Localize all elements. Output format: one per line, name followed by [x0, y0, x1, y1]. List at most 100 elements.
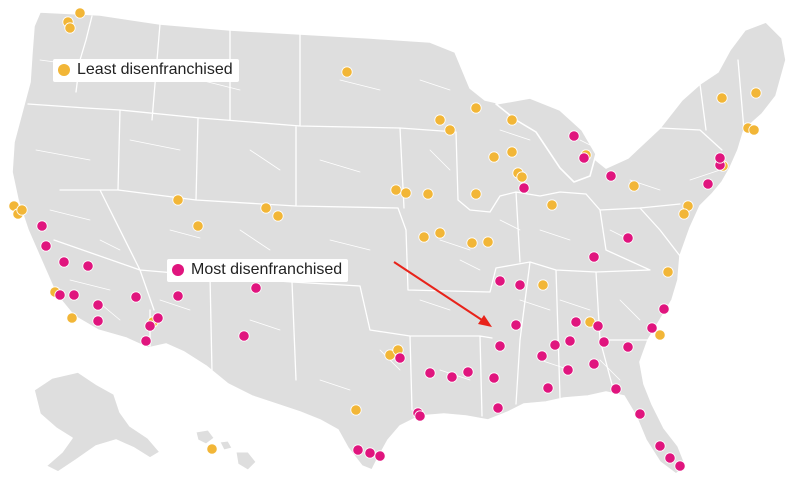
least-disenfranchised-dot — [470, 188, 482, 200]
most-disenfranchised-dot — [549, 339, 561, 351]
most-disenfranchised-dot — [514, 279, 526, 291]
least-disenfranchised-dot — [400, 187, 412, 199]
most-disenfranchised-dot — [588, 251, 600, 263]
most-disenfranchised-dot — [238, 330, 250, 342]
most-disenfranchised-dot — [250, 282, 262, 294]
least-disenfranchised-dot — [260, 202, 272, 214]
most-disenfranchised-dot — [172, 290, 184, 302]
most-disenfranchised-dot — [54, 289, 66, 301]
most-disenfranchised-dot — [634, 408, 646, 420]
least-disenfranchised-dot — [488, 151, 500, 163]
most-disenfranchised-dot — [68, 289, 80, 301]
least-disenfranchised-dot — [506, 146, 518, 158]
most-disenfranchised-dot — [92, 315, 104, 327]
least-disenfranchised-dot — [466, 237, 478, 249]
most-disenfranchised-dot — [82, 260, 94, 272]
annotation-arrow-head — [478, 315, 492, 327]
least-disenfranchised-dot — [350, 404, 362, 416]
most-disenfranchised-dot — [536, 350, 548, 362]
most-disenfranchised-dot — [130, 291, 142, 303]
least-disenfranchised-dot — [662, 266, 674, 278]
annotation-arrow — [393, 261, 489, 325]
most-disenfranchised-dot — [622, 341, 634, 353]
legend-least: Least disenfranchised — [53, 59, 239, 82]
least-disenfranchised-dot — [516, 171, 528, 183]
least-disenfranchised-dot — [172, 194, 184, 206]
least-disenfranchised-dot — [678, 208, 690, 220]
alaska-shape — [33, 371, 161, 473]
most-disenfranchised-dot — [92, 299, 104, 311]
least-disenfranchised-dot — [470, 102, 482, 114]
least-disenfranchised-dot — [192, 220, 204, 232]
great-lakes-peninsula-shape — [495, 97, 597, 183]
most-disenfranchised-dot — [364, 447, 376, 459]
most-disenfranchised-dot — [646, 322, 658, 334]
most-disenfranchised-dot — [598, 336, 610, 348]
most-disenfranchised-dot — [446, 371, 458, 383]
most-disenfranchised-dot — [570, 316, 582, 328]
least-disenfranchised-dot — [422, 188, 434, 200]
most-disenfranchised-dot — [542, 382, 554, 394]
legend-most-label: Most disenfranchised — [191, 261, 343, 278]
least-disenfranchised-dot — [444, 124, 456, 136]
most-disenfranchised-dot — [564, 335, 576, 347]
least-disenfranchised-dot — [628, 180, 640, 192]
most-disenfranchised-dot — [588, 358, 600, 370]
least-disenfranchised-dot — [654, 329, 666, 341]
least-disenfranchised-dot — [716, 92, 728, 104]
legend-least-swatch — [58, 64, 70, 76]
annotation-layer — [393, 261, 492, 327]
most-disenfranchised-dot — [622, 232, 634, 244]
least-disenfranchised-dot — [64, 22, 76, 34]
least-disenfranchised-dot — [390, 184, 402, 196]
most-disenfranchised-dot — [518, 182, 530, 194]
legend-most-swatch — [172, 264, 184, 276]
most-disenfranchised-dot — [605, 170, 617, 182]
least-disenfranchised-dot — [418, 231, 430, 243]
most-disenfranchised-dot — [568, 130, 580, 142]
most-disenfranchised-dot — [394, 352, 406, 364]
most-disenfranchised-dot — [702, 178, 714, 190]
most-disenfranchised-dot — [494, 275, 506, 287]
least-disenfranchised-dot — [74, 7, 86, 19]
most-disenfranchised-dot — [462, 366, 474, 378]
most-disenfranchised-dot — [494, 340, 506, 352]
most-disenfranchised-dot — [424, 367, 436, 379]
most-disenfranchised-dot — [144, 320, 156, 332]
most-disenfranchised-dot — [578, 152, 590, 164]
least-disenfranchised-dot — [206, 443, 218, 455]
most-disenfranchised-dot — [664, 452, 676, 464]
least-disenfranchised-dot — [482, 236, 494, 248]
least-disenfranchised-dot — [506, 114, 518, 126]
most-disenfranchised-dot — [140, 335, 152, 347]
least-disenfranchised-dot — [434, 114, 446, 126]
most-disenfranchised-dot — [592, 320, 604, 332]
least-disenfranchised-dot — [384, 349, 396, 361]
least-disenfranchised-dot — [434, 227, 446, 239]
least-disenfranchised-dot — [748, 124, 760, 136]
least-disenfranchised-dot — [537, 279, 549, 291]
most-disenfranchised-dot — [152, 312, 164, 324]
hawaii-shape — [195, 429, 257, 471]
most-disenfranchised-dot — [40, 240, 52, 252]
most-disenfranchised-dot — [510, 319, 522, 331]
least-disenfranchised-dot — [750, 87, 762, 99]
most-disenfranchised-dot — [414, 410, 426, 422]
most-disenfranchised-dot — [58, 256, 70, 268]
legend-least-label: Least disenfranchised — [77, 61, 233, 78]
most-disenfranchised-dot — [674, 460, 686, 472]
most-disenfranchised-dot — [658, 303, 670, 315]
most-disenfranchised-dot — [610, 383, 622, 395]
most-disenfranchised-dot — [714, 152, 726, 164]
least-disenfranchised-dots — [8, 7, 762, 455]
least-disenfranchised-dot — [16, 204, 28, 216]
most-disenfranchised-dot — [352, 444, 364, 456]
most-disenfranchised-dot — [492, 402, 504, 414]
least-disenfranchised-dot — [546, 199, 558, 211]
most-disenfranchised-dot — [562, 364, 574, 376]
least-disenfranchised-dot — [341, 66, 353, 78]
least-disenfranchised-dot — [66, 312, 78, 324]
most-disenfranchised-dot — [36, 220, 48, 232]
